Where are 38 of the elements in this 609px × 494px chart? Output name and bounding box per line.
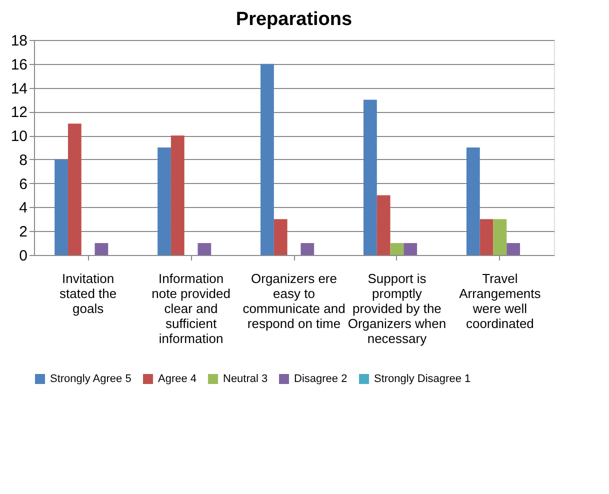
bar xyxy=(54,159,68,255)
bar xyxy=(364,100,377,255)
y-tick-label: 14 xyxy=(10,80,28,98)
bar xyxy=(300,243,314,255)
x-tick-label: Support is promptly provided by the Organizers when necessary xyxy=(348,271,446,346)
bar xyxy=(404,243,418,255)
bar xyxy=(493,219,507,255)
bar xyxy=(376,195,390,255)
bar xyxy=(260,64,274,255)
bar xyxy=(198,243,212,255)
bar xyxy=(94,243,108,255)
legend-label: Agree 4 xyxy=(158,373,197,385)
y-tick-label: 4 xyxy=(19,200,28,217)
y-tick-label: 10 xyxy=(10,128,28,146)
bar xyxy=(158,148,171,255)
y-tick-label: 18 xyxy=(10,32,28,50)
bar xyxy=(274,219,288,255)
y-tick-label: 6 xyxy=(19,176,28,193)
bar xyxy=(170,136,184,255)
bar xyxy=(68,124,82,255)
x-tick-label: Invitation stated the goals xyxy=(60,271,117,316)
legend-label: Neutral 3 xyxy=(223,373,268,385)
legend-label: Strongly Agree 5 xyxy=(50,373,132,385)
x-tick-label: Travel Arrangements were well coordinated xyxy=(459,271,542,331)
legend-label: Strongly Disagree 1 xyxy=(374,373,471,385)
bar xyxy=(506,243,520,255)
bar xyxy=(390,243,404,255)
y-tick-label: 16 xyxy=(10,56,28,74)
y-tick-label: 8 xyxy=(19,152,28,169)
y-tick-label: 0 xyxy=(19,248,28,264)
y-tick-label: 2 xyxy=(19,224,28,241)
chart-title: Preparations xyxy=(236,9,352,30)
bar xyxy=(480,219,494,255)
legend-label: Disagree 2 xyxy=(294,373,348,385)
x-tick-label: Information note provided clear and sufficient information xyxy=(152,271,230,346)
x-tick-label: Organizers ere easy to communicate and respond on time xyxy=(242,271,346,331)
y-tick-label: 12 xyxy=(10,104,28,122)
bar xyxy=(466,148,480,255)
